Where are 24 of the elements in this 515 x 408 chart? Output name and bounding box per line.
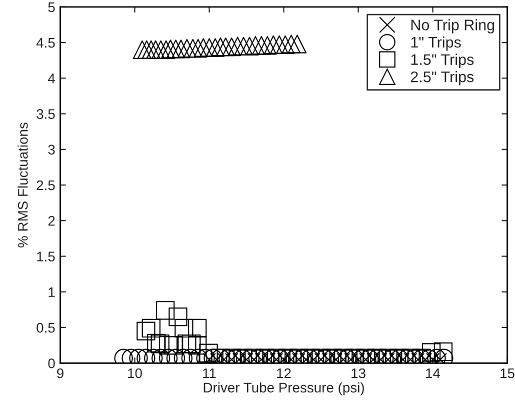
legend-label: 1.5" Trips — [411, 54, 474, 68]
y-tick-label: 1 — [48, 287, 55, 297]
legend-label: 1" Trips — [411, 36, 461, 51]
x-tick-label: 13 — [352, 368, 366, 378]
x-tick-label: 12 — [277, 368, 291, 378]
y-tick-label: 1.5 — [37, 252, 55, 262]
x-tick-label: 15 — [500, 368, 514, 378]
y-tick-label: 0 — [48, 358, 55, 368]
y-tick-label: 3 — [48, 144, 55, 155]
y-axis-title: % RMS Fluctuations — [18, 122, 28, 248]
y-tick-label: 3.5 — [36, 109, 55, 119]
x-tick-label: 11 — [203, 368, 216, 378]
y-tick-label: 5 — [48, 2, 55, 12]
y-tick-label: 2 — [48, 216, 55, 226]
x-axis-title: Driver Tube Pressure (psi) — [204, 382, 364, 396]
x-tick-label: 14 — [426, 368, 440, 378]
x-tick-label: 10 — [128, 368, 142, 378]
x-tick-label: 9 — [57, 368, 64, 378]
y-tick-label: 4.5 — [36, 38, 55, 48]
y-tick-label: 2.5 — [36, 180, 55, 190]
y-tick-label: 4 — [48, 74, 55, 84]
y-tick-label: 0.5 — [36, 322, 55, 333]
legend-label: No Trip Ring — [411, 19, 494, 34]
legend-label: 2.5" Trips — [410, 71, 474, 86]
